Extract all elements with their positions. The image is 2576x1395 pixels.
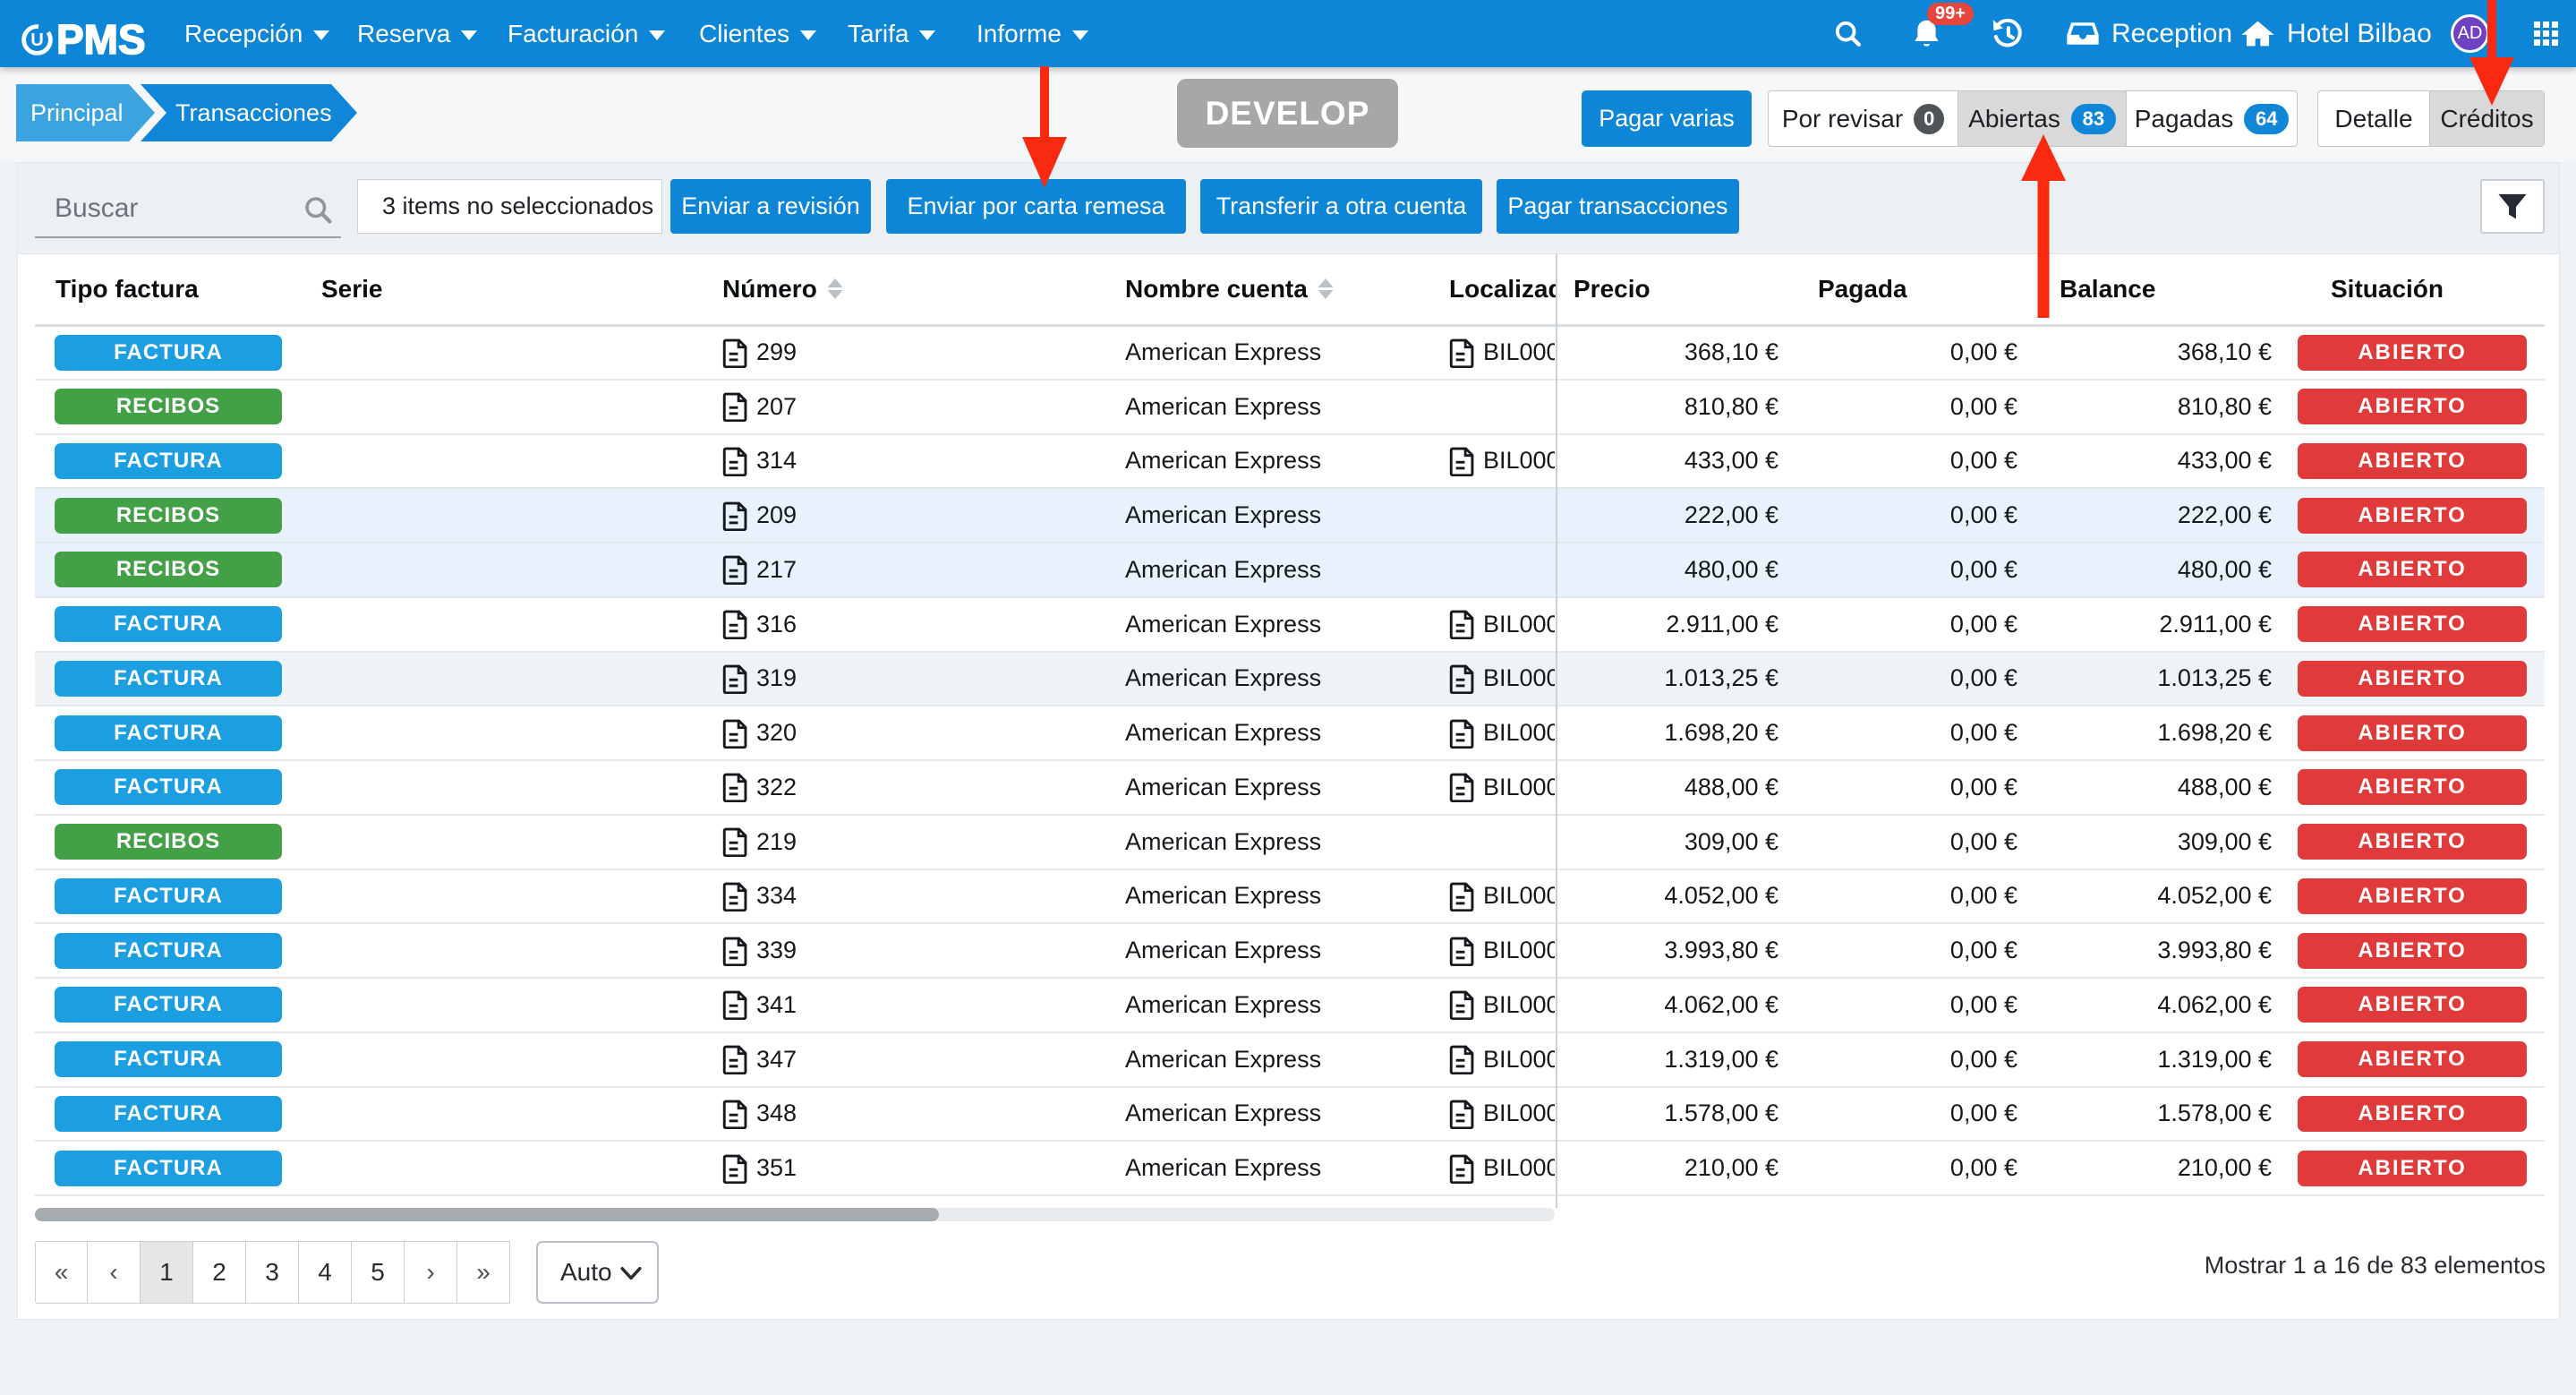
svg-text:U: U [30,30,44,49]
